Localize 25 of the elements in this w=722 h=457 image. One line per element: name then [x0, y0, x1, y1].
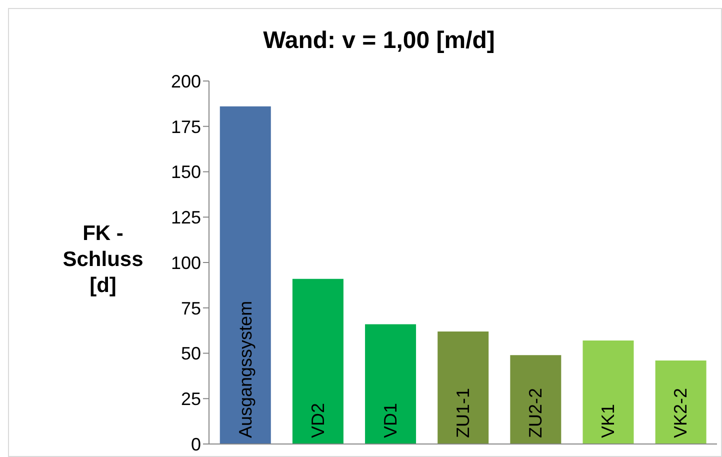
y-tick-label: 25	[180, 389, 201, 410]
bar	[292, 278, 344, 444]
bar	[655, 360, 706, 444]
bar	[582, 340, 634, 444]
y-tick-label: 125	[170, 208, 201, 228]
x-tick-label: VK1	[598, 404, 618, 438]
x-tick-label: VD1	[380, 402, 400, 438]
x-tick-label: ZU1-1	[453, 388, 473, 438]
y-tick-label: 200	[170, 71, 201, 92]
y-tick-label: 175	[170, 116, 201, 137]
bar	[220, 106, 271, 444]
y-tick-label: 75	[180, 298, 201, 318]
x-tick-label: Ausgangssystem	[235, 300, 256, 438]
bar	[365, 324, 416, 444]
y-tick-label: 0	[190, 434, 201, 454]
chart-title: Wand: v = 1,00 [m/d]	[262, 27, 496, 55]
y-tick-label: 50	[180, 344, 201, 364]
bar	[510, 355, 562, 444]
x-tick-label: VD2	[308, 402, 328, 438]
x-tick-label: VK2-2	[670, 388, 691, 438]
y-tick-label: 100	[170, 252, 201, 273]
y-tick-label: 150	[170, 162, 201, 182]
y-axis-title: FK - Schluss [d]	[62, 221, 144, 299]
x-tick-label: ZU2-2	[526, 388, 546, 438]
bar	[438, 331, 489, 444]
